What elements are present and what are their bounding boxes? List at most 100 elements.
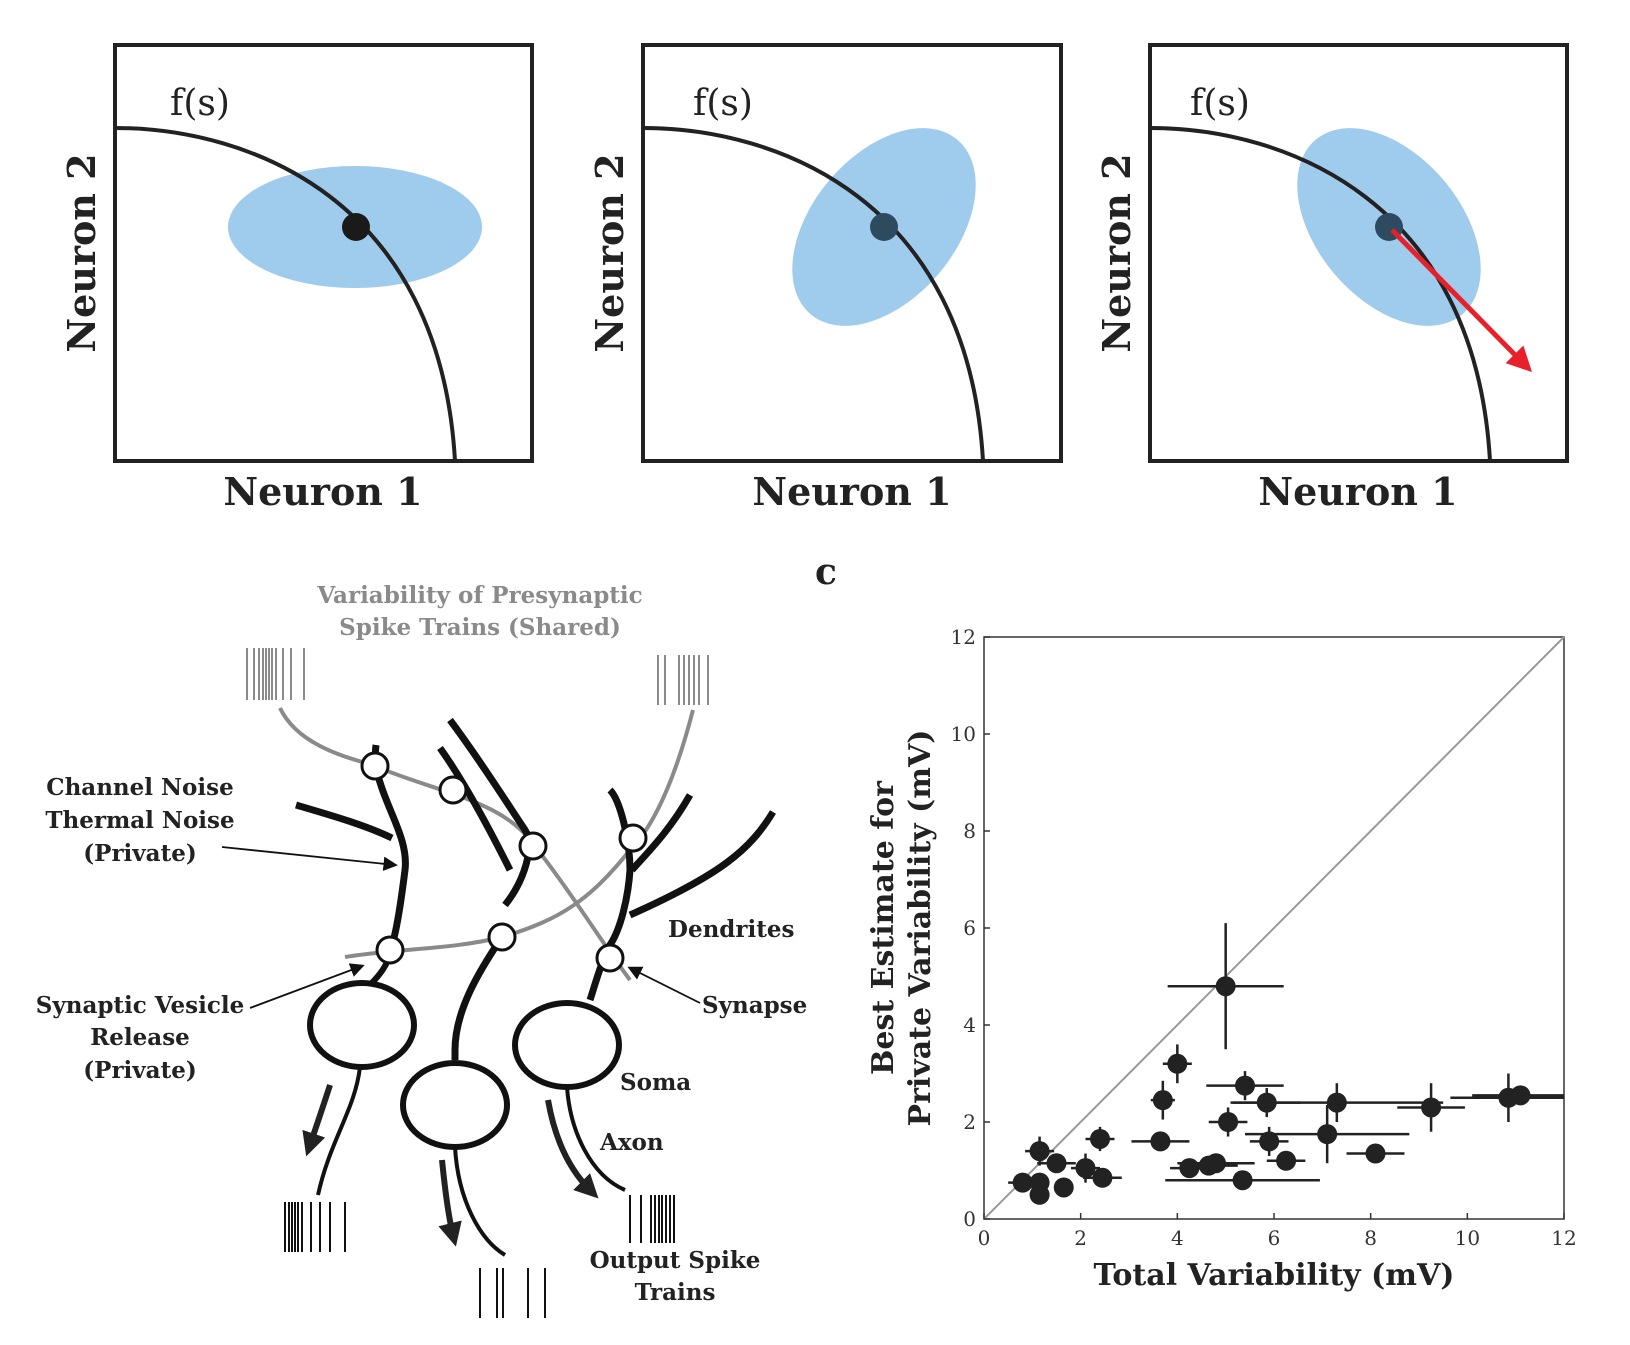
x-tick-label: 6 (1268, 1226, 1281, 1250)
x-tick-label: 0 (978, 1226, 991, 1250)
data-point (1365, 1143, 1386, 1164)
x-axis-label: Neuron 1 (1258, 469, 1457, 514)
x-tick-label: 10 (1455, 1226, 1480, 1250)
synapse-circle (518, 831, 548, 861)
top-panel-3: f(s) Neuron 1 Neuron 2 (1094, 43, 1569, 514)
synapse-circle (360, 751, 390, 781)
data-point (1152, 1090, 1173, 1111)
y-tick-label: 12 (951, 625, 976, 649)
neuron-diagram: Variability of Presynaptic Spike Trains … (36, 582, 807, 1318)
identity-line (983, 636, 1565, 1220)
dendrite (628, 810, 776, 919)
axon (316, 1066, 362, 1196)
dendrite (437, 745, 514, 872)
y-tick-label: 8 (963, 819, 976, 843)
x-axis-title: Total Variability (mV) (1094, 1258, 1455, 1293)
dendrite (371, 744, 409, 952)
output-label-line2: Trains (635, 1279, 716, 1306)
curve-label: f(s) (1190, 83, 1250, 124)
data-point (1198, 1155, 1219, 1176)
presynaptic-label-line1: Variability of Presynaptic (316, 582, 642, 609)
pointer-channel-noise (221, 846, 398, 871)
y-tick-label: 2 (963, 1110, 976, 1134)
dendrite (451, 938, 503, 1060)
data-point (1510, 1085, 1531, 1106)
data-point (1256, 1092, 1277, 1113)
dendrites-label: Dendrites (668, 916, 794, 943)
soma (307, 980, 417, 1070)
x-tick-label: 8 (1364, 1226, 1377, 1250)
top-panel-1: f(s) Neuron 1 Neuron 2 (59, 43, 534, 514)
synapse-label: Synapse (702, 992, 807, 1019)
data-point (1029, 1141, 1050, 1162)
soma-label: Soma (620, 1069, 691, 1096)
output-arrow (302, 1084, 333, 1157)
data-point (1150, 1131, 1171, 1152)
vesicle-label-line1: Synaptic Vesicle (36, 992, 244, 1019)
x-axis-label: Neuron 1 (752, 469, 951, 514)
soma (512, 1000, 622, 1090)
panel-frame (113, 43, 534, 463)
synapse-circle (487, 922, 517, 952)
output-label-line1: Output Spike (590, 1247, 761, 1274)
panel-frame (641, 43, 1063, 463)
data-point (1317, 1124, 1338, 1145)
synapse-circle (595, 943, 625, 973)
channel-noise-label-line1: Channel Noise (46, 774, 233, 801)
data-points (1012, 976, 1531, 1205)
channel-noise-label-line2: Thermal Noise (45, 807, 234, 834)
data-point (1276, 1150, 1297, 1171)
curve-label: f(s) (170, 83, 230, 124)
data-point (1012, 1172, 1033, 1193)
vesicle-label-line2: Release (90, 1024, 190, 1051)
y-axis-label: Neuron 2 (1094, 153, 1139, 352)
y-tick-label: 10 (951, 722, 976, 746)
x-ticks: 0 2 4 6 8 10 12 (978, 1213, 1577, 1250)
output-arrow (438, 1159, 462, 1247)
axon (565, 1086, 626, 1192)
presynaptic-label-line2: Spike Trains (Shared) (339, 614, 621, 641)
dendrite (586, 787, 634, 1002)
panel-letter-c: c (815, 551, 837, 593)
data-point (1326, 1092, 1347, 1113)
mean-response-dot (342, 213, 370, 241)
presynaptic-axon-right (344, 709, 695, 959)
synapse-circle (375, 935, 405, 965)
data-point (1092, 1167, 1113, 1188)
presynaptic-spike-train-right (657, 655, 709, 705)
y-tick-label: 0 (963, 1207, 976, 1231)
x-tick-label: 12 (1551, 1226, 1576, 1250)
vesicle-label-line3: (Private) (83, 1057, 196, 1084)
mean-response-dot (870, 213, 898, 241)
x-axis-label: Neuron 1 (223, 469, 422, 514)
presynaptic-spike-train-left (246, 648, 305, 700)
tuning-curve (115, 126, 457, 461)
data-point (1053, 1177, 1074, 1198)
data-point (1167, 1053, 1188, 1074)
synapse-circle (618, 823, 648, 853)
output-arrow (545, 1099, 599, 1199)
panel-frame (1148, 43, 1569, 463)
data-point (1179, 1158, 1200, 1179)
y-axis-title-line1: Best Estimate for (866, 780, 901, 1075)
data-point (1421, 1097, 1442, 1118)
y-tick-label: 6 (963, 916, 976, 940)
tuning-curve (1150, 126, 1492, 461)
data-point (1232, 1170, 1253, 1191)
tuning-curve (643, 126, 985, 461)
synapse-circle (438, 775, 468, 805)
y-axis-label: Neuron 2 (587, 153, 632, 352)
y-ticks: 0 2 4 6 8 10 12 (951, 625, 990, 1231)
y-axis-label: Neuron 2 (59, 153, 104, 352)
axon (453, 1146, 507, 1257)
axon-label: Axon (599, 1129, 664, 1156)
channel-noise-label-line3: (Private) (83, 840, 196, 867)
y-tick-label: 4 (963, 1013, 976, 1037)
x-tick-label: 4 (1171, 1226, 1184, 1250)
y-axis-title-line2: Private Variability (mV) (903, 730, 938, 1127)
data-point (1215, 976, 1236, 997)
pointer-synapse (627, 966, 701, 1004)
data-point (1259, 1131, 1280, 1152)
presynaptic-axon-left (278, 707, 632, 982)
